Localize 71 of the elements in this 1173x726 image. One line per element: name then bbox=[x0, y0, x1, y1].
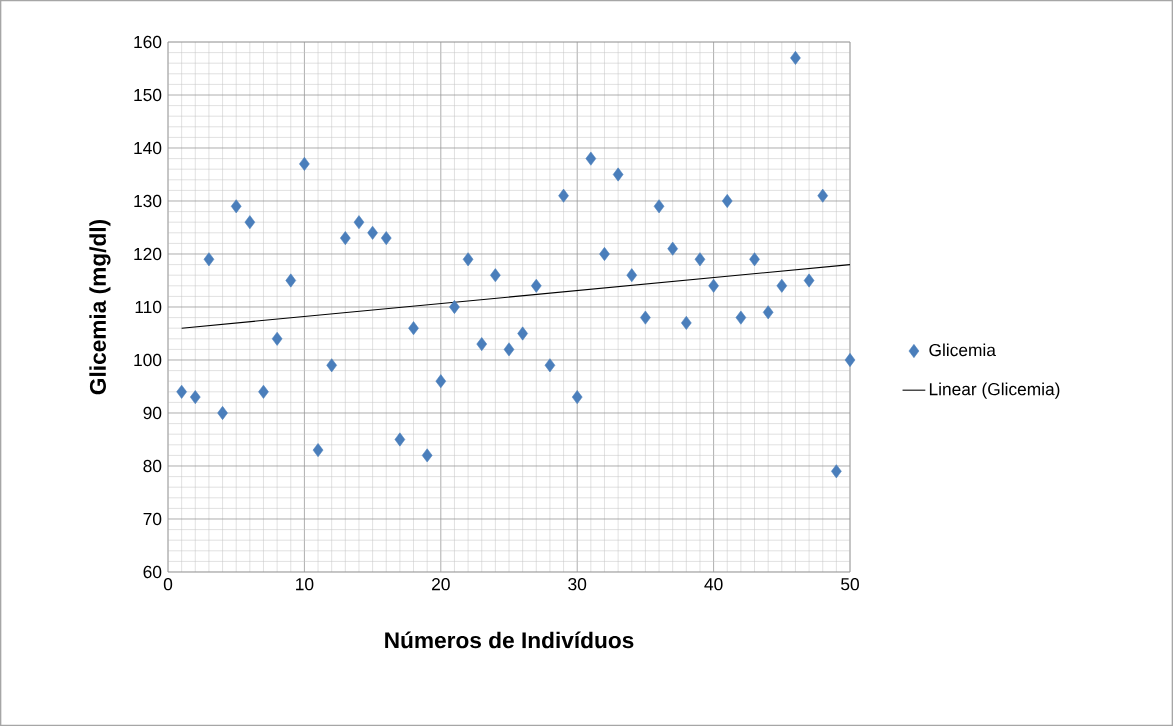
point bbox=[544, 358, 556, 373]
point bbox=[503, 342, 515, 357]
point bbox=[817, 188, 828, 203]
y-tick-label: 90 bbox=[143, 406, 162, 420]
point bbox=[844, 353, 856, 367]
point bbox=[749, 252, 760, 267]
point bbox=[735, 310, 747, 325]
point bbox=[285, 273, 297, 288]
point bbox=[558, 188, 569, 203]
point bbox=[694, 252, 706, 267]
y-tick-label: 130 bbox=[134, 194, 162, 208]
point bbox=[449, 300, 460, 314]
point bbox=[408, 321, 419, 336]
y-axis-title: Glicemia (mg/dl) bbox=[89, 219, 111, 395]
point bbox=[667, 241, 678, 256]
legend-label: Linear (Glicemia) bbox=[929, 382, 1060, 399]
point bbox=[176, 384, 187, 399]
point bbox=[640, 310, 651, 325]
point bbox=[490, 268, 501, 283]
legend-label: Glicemia bbox=[929, 343, 996, 357]
point bbox=[531, 278, 542, 293]
point bbox=[312, 443, 324, 458]
point bbox=[585, 151, 597, 166]
point bbox=[326, 358, 337, 373]
point bbox=[367, 225, 378, 240]
point bbox=[380, 231, 392, 246]
point bbox=[244, 215, 256, 230]
y-tick-label: 110 bbox=[135, 300, 162, 314]
point bbox=[776, 278, 788, 293]
point bbox=[653, 199, 665, 214]
y-tick-label: 80 bbox=[143, 459, 162, 473]
y-tick-label: 100 bbox=[134, 353, 162, 367]
point bbox=[803, 273, 815, 288]
x-tick-label: 30 bbox=[568, 578, 587, 591]
y-tick-label: 70 bbox=[143, 512, 162, 526]
x-tick-label: 40 bbox=[704, 578, 723, 591]
point bbox=[421, 448, 433, 463]
y-tick-label: 140 bbox=[134, 141, 162, 155]
point bbox=[203, 252, 215, 267]
x-tick-label: 10 bbox=[296, 578, 314, 591]
point bbox=[599, 247, 610, 261]
y-tick-label: 150 bbox=[134, 88, 162, 102]
x-tick-label: 50 bbox=[841, 578, 859, 591]
point bbox=[790, 50, 801, 65]
y-tick-label: 60 bbox=[143, 565, 162, 579]
point bbox=[517, 326, 528, 341]
point bbox=[258, 384, 269, 399]
point bbox=[626, 268, 638, 283]
point bbox=[681, 315, 692, 330]
point bbox=[271, 331, 283, 346]
point bbox=[190, 390, 201, 405]
point bbox=[340, 231, 351, 246]
point bbox=[230, 199, 242, 214]
x-axis-title: Números de Indivíduos bbox=[385, 631, 634, 649]
point bbox=[831, 464, 842, 479]
point bbox=[476, 337, 487, 352]
y-tick-label: 120 bbox=[134, 247, 162, 261]
x-tick-label: 20 bbox=[432, 578, 450, 591]
point bbox=[708, 278, 719, 293]
point bbox=[299, 156, 310, 171]
point bbox=[394, 432, 406, 447]
point bbox=[462, 252, 474, 267]
point bbox=[435, 374, 447, 389]
point bbox=[762, 305, 774, 320]
point bbox=[612, 167, 624, 182]
point bbox=[217, 406, 228, 420]
point bbox=[353, 215, 365, 230]
point bbox=[721, 194, 733, 208]
y-tick-label: 160 bbox=[134, 35, 162, 49]
x-tick-label: 0 bbox=[163, 578, 173, 591]
point bbox=[571, 390, 583, 405]
